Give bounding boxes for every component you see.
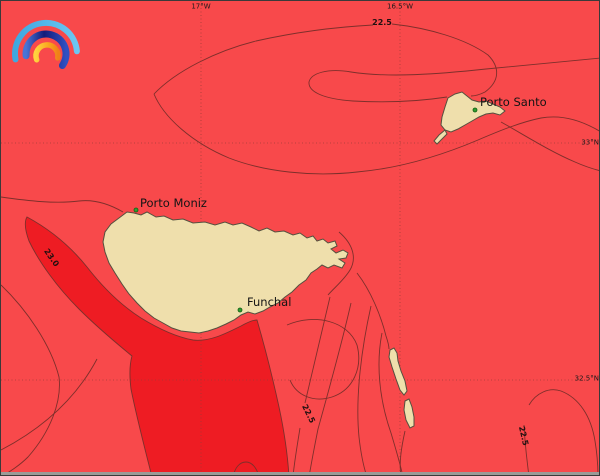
island-porto-santo-spit: [433, 129, 448, 145]
place-label-funchal: Funchal: [247, 295, 292, 309]
tick-latitude-32-5n: 32.5°N: [574, 374, 599, 383]
marker-porto-santo: [472, 107, 478, 113]
island-porto-santo: [440, 91, 506, 133]
rainbow-logo-icon: [12, 19, 80, 69]
contour-label-22-5-top: 22.5: [372, 18, 392, 27]
map-frame-bottom-edge: [1, 472, 599, 475]
islands: [102, 91, 506, 429]
tick-longitude-16-5w: 16.5°W: [386, 2, 414, 11]
marker-porto-moniz: [133, 207, 139, 213]
place-label-porto-moniz: Porto Moniz: [140, 196, 207, 210]
tick-latitude-33n: 33°N: [581, 138, 599, 147]
island-madeira: [102, 211, 349, 334]
marker-funchal: [237, 307, 243, 313]
isotherm-contours: [1, 23, 599, 475]
island-desertas-south: [403, 398, 415, 429]
place-label-porto-santo: Porto Santo: [480, 95, 547, 109]
warm-temperature-band: [24, 216, 290, 475]
tick-longitude-17w: 17°W: [191, 2, 211, 11]
city-markers: [133, 107, 478, 313]
island-desertas-north: [388, 347, 408, 396]
